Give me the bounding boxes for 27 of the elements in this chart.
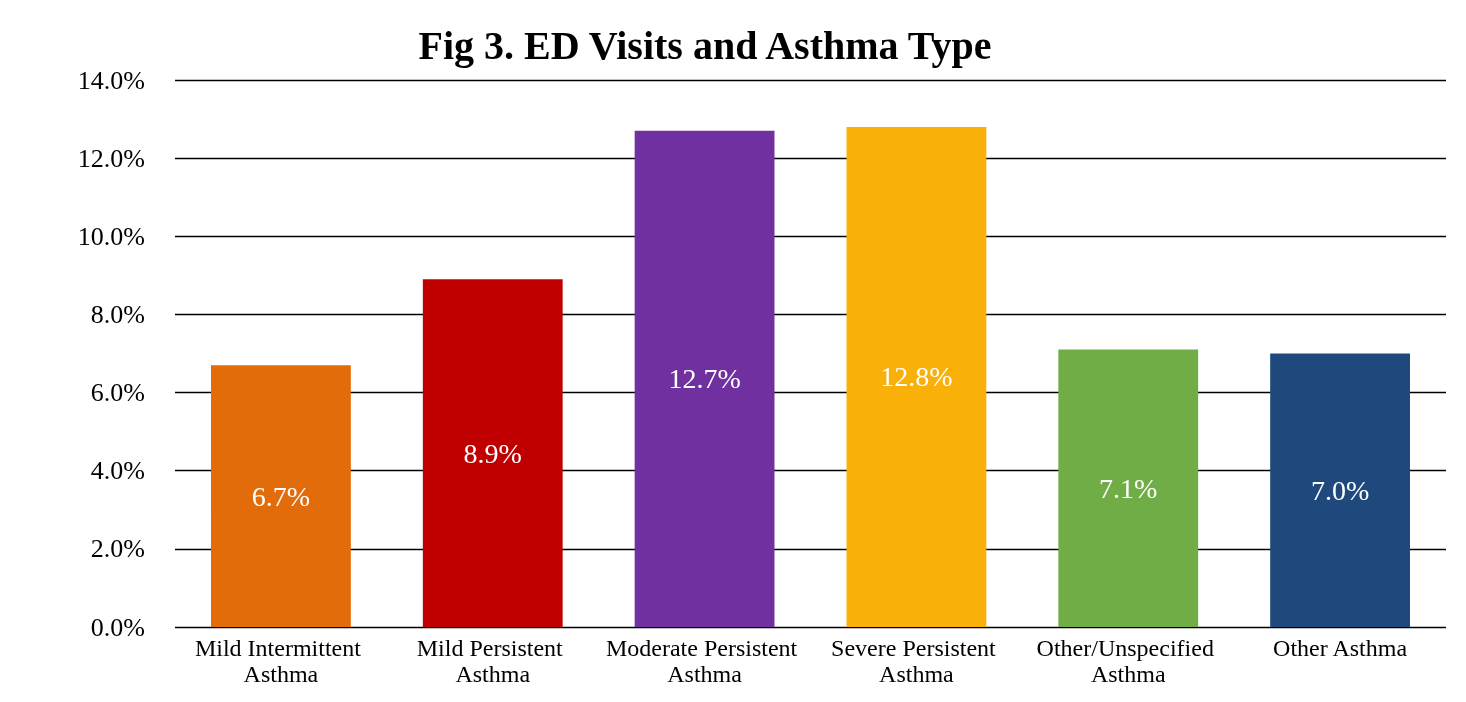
y-tick-label: 10.0% xyxy=(77,221,145,251)
y-tick-label: 8.0% xyxy=(90,299,145,329)
data-label: 12.7% xyxy=(668,363,741,395)
x-tick-label: Other/Unspecified Asthma xyxy=(1036,635,1220,687)
y-tick-label: 4.0% xyxy=(90,456,145,486)
x-tick-label: Severe Persistent Asthma xyxy=(831,635,1002,687)
bar xyxy=(1270,353,1410,627)
x-tick-label: Moderate Persistent Asthma xyxy=(605,635,804,687)
y-tick-label: 12.0% xyxy=(77,143,145,173)
chart-title: Fig 3. ED Visits and Asthma Type xyxy=(418,22,992,68)
x-tick-label: Mild Persistent Asthma xyxy=(416,635,569,687)
y-tick-label: 14.0% xyxy=(77,65,145,95)
x-tick-label: Mild Intermittent Asthma xyxy=(194,635,367,687)
bar xyxy=(634,130,775,627)
bar xyxy=(211,365,351,627)
y-tick-label: 6.0% xyxy=(90,378,145,408)
bar xyxy=(846,126,987,627)
data-label: 12.8% xyxy=(880,361,953,393)
y-tick-label: 0.0% xyxy=(90,612,145,642)
data-label: 6.7% xyxy=(251,480,311,512)
bar xyxy=(1058,349,1199,627)
y-tick-label: 2.0% xyxy=(90,534,145,564)
bar xyxy=(422,279,563,627)
x-tick-label: Other Asthma xyxy=(1273,635,1408,661)
data-label: 8.9% xyxy=(463,437,522,469)
data-label: 7.1% xyxy=(1099,472,1158,504)
data-label: 7.0% xyxy=(1310,474,1370,506)
